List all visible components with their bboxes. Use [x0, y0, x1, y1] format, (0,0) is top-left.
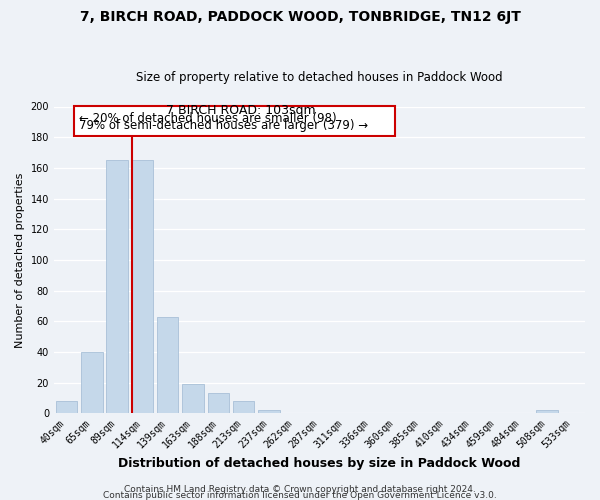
Bar: [56, 401, 77, 413]
Y-axis label: Number of detached properties: Number of detached properties: [15, 172, 25, 348]
Bar: [233, 401, 254, 413]
Text: 7, BIRCH ROAD, PADDOCK WOOD, TONBRIDGE, TN12 6JT: 7, BIRCH ROAD, PADDOCK WOOD, TONBRIDGE, …: [80, 10, 520, 24]
Bar: [536, 410, 558, 413]
Bar: [81, 352, 103, 413]
Bar: [157, 316, 178, 413]
X-axis label: Distribution of detached houses by size in Paddock Wood: Distribution of detached houses by size …: [118, 457, 521, 470]
Bar: [182, 384, 204, 413]
Text: ← 20% of detached houses are smaller (98): ← 20% of detached houses are smaller (98…: [79, 112, 337, 124]
Bar: [74, 106, 395, 136]
Text: Contains HM Land Registry data © Crown copyright and database right 2024.: Contains HM Land Registry data © Crown c…: [124, 484, 476, 494]
Text: Contains public sector information licensed under the Open Government Licence v3: Contains public sector information licen…: [103, 490, 497, 500]
Bar: [106, 160, 128, 413]
Bar: [131, 160, 153, 413]
Title: Size of property relative to detached houses in Paddock Wood: Size of property relative to detached ho…: [136, 72, 503, 85]
Text: 79% of semi-detached houses are larger (379) →: 79% of semi-detached houses are larger (…: [79, 119, 368, 132]
Bar: [208, 394, 229, 413]
Bar: [258, 410, 280, 413]
Text: 7 BIRCH ROAD: 103sqm: 7 BIRCH ROAD: 103sqm: [166, 104, 316, 117]
